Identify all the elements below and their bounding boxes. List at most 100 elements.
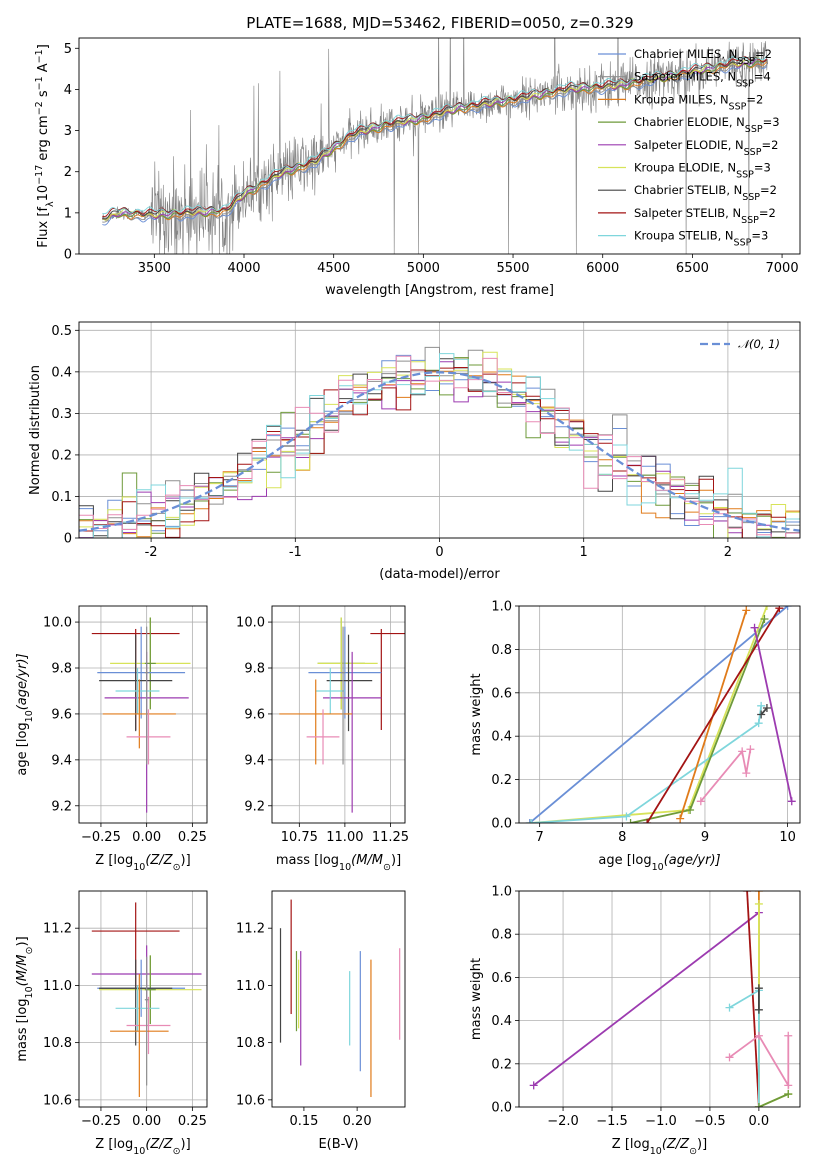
mass-weight-marker-salpeter_stelib	[775, 606, 784, 613]
model-spectrum-kroupa-stelib	[102, 55, 767, 215]
plot-area	[102, 38, 768, 254]
spectrum-panel: 3500 4000 4500 5000 5500 6000 6500 7000 0 1 2 3 4 5 Ch…	[34, 37, 801, 298]
mass-weight-marker-kroupa_elodie	[754, 899, 763, 908]
x-tick-label: 7	[536, 830, 544, 845]
model-spectrum-chabrier-stelib	[102, 57, 767, 220]
mass-weight-marker-chabrier_stelib	[754, 984, 763, 993]
y-tick-label: 2	[64, 165, 72, 180]
plot-area	[525, 606, 796, 823]
x-tick-label: 11.00	[326, 830, 363, 845]
y-tick-label: 10.8	[43, 1036, 72, 1051]
axes-frame	[78, 890, 208, 1108]
y-tick-label: 9.6	[244, 707, 265, 722]
x-tick-label: −0.5	[694, 1114, 726, 1129]
y-tick-label: 0.4	[51, 365, 72, 380]
observed-spectrum	[102, 38, 768, 254]
mass-weight-marker-chabrier_miles	[525, 819, 534, 823]
legend-entry: Kroupa STELIB, NSSP=3	[634, 229, 768, 249]
mass-weight-line-salpeter_elodie	[533, 911, 760, 1087]
mass-weight-line-kroupa_stelib	[531, 705, 763, 823]
y-tick-label: 9.8	[244, 662, 265, 677]
y-tick-label: 0.6	[491, 686, 512, 701]
x-tick-label: -2	[145, 545, 158, 560]
y-tick-label: 3	[64, 124, 72, 139]
age-vs-metallicity-panel: −0.25 0.00 0.25 9.2 9.4 9.6 9.8 10.0 Z [log10(Z/…	[15, 605, 208, 873]
plot-area	[91, 617, 191, 813]
x-tick-label: 11.25	[372, 830, 409, 845]
x-tick-label: 4000	[227, 261, 260, 276]
axes-frame	[271, 890, 406, 1108]
mass-weight-vs-age-panel: 7 8 9 10 0.0 0.2 0.4 0.6 0.8 1.0 age [log10(age/yr…	[469, 600, 801, 873]
y-tick-label: 9.8	[51, 662, 72, 677]
y-tick-label: 0.8	[491, 643, 512, 658]
y-tick-label: 0.8	[491, 928, 512, 943]
x-tick-label: −0.25	[81, 1114, 121, 1129]
legend-entry: Chabrier STELIB, NSSP=2	[634, 183, 777, 203]
y-tick-label: 9.2	[51, 799, 72, 814]
mass-weight-vs-metallicity-panel: −2.0 −1.5 −1.0 −0.5 0.0 0.0 0.2 0.4 0.6 0.8 1.0 Z […	[469, 885, 801, 1157]
mass-weight-marker-chabrier_stelib	[757, 710, 766, 719]
mass-weight-marker-chabrier_miles	[783, 606, 792, 610]
mass-weight-line-extra_pink	[728, 1034, 790, 1089]
y-tick-label: 10.6	[43, 1093, 72, 1108]
y-tick-label: 10.8	[236, 1036, 265, 1051]
x-tick-label: 0.15	[289, 1114, 318, 1129]
x-axis-label: Z [log10(Z/Z⊙)]	[95, 1137, 190, 1157]
plot-area	[91, 902, 202, 1097]
legend-entry: Chabrier MILES, NSSP=2	[634, 47, 772, 67]
x-tick-label: 1	[580, 545, 588, 560]
y-tick-label: 11.2	[43, 922, 72, 937]
y-axis-label: Normed distribution	[28, 365, 43, 495]
x-tick-label: 2	[724, 545, 732, 560]
x-tick-label: 0.20	[343, 1114, 372, 1129]
y-axis-label: Flux [fλ10−17 erg cm−2 s−1 A−1]	[34, 44, 56, 248]
mass-weight-marker-kroupa_stelib	[725, 1003, 734, 1012]
y-tick-label: 9.4	[244, 753, 265, 768]
mass-weight-marker-chabrier_stelib	[762, 703, 771, 712]
x-tick-label: 10.75	[281, 830, 318, 845]
plot-area	[279, 899, 401, 1097]
y-axis-label: mass weight	[469, 958, 484, 1040]
x-axis-label: (data-model)/error	[379, 567, 500, 582]
axes-frame	[78, 605, 208, 824]
axes-frame	[271, 605, 406, 824]
y-tick-label: 10.0	[236, 616, 265, 631]
residual-histogram-extra_pink	[79, 355, 800, 538]
y-tick-label: 0.3	[51, 407, 72, 422]
mass-weight-line-extra_pink	[700, 749, 752, 802]
x-tick-label: 0.25	[178, 1114, 207, 1129]
x-tick-label: 5500	[496, 261, 529, 276]
y-tick-label: 11.0	[236, 979, 265, 994]
mass-weight-marker-salpeter_elodie	[787, 797, 796, 806]
x-tick-label: −2.0	[547, 1114, 579, 1129]
mass-weight-marker-salpeter_stelib	[743, 891, 752, 895]
y-tick-label: 1.0	[491, 885, 512, 900]
plot-area	[529, 891, 793, 1107]
x-tick-label: 3500	[138, 261, 171, 276]
plot-area	[79, 346, 800, 538]
y-axis-label: mass weight	[469, 673, 484, 755]
y-tick-label: 10.6	[236, 1093, 265, 1108]
y-tick-label: 0	[64, 532, 72, 547]
mass-weight-marker-chabrier_elodie	[686, 805, 695, 814]
residual-histogram-panel: -2 -1 0 1 2 0 0.1 0.2 0.3 0.4 0.5 𝒩(0, 1) (data-mode…	[28, 321, 801, 582]
mass-weight-marker-extra_pink	[742, 769, 751, 778]
y-tick-label: 0.0	[491, 817, 512, 832]
axes-frame	[78, 37, 801, 255]
x-tick-label: 0.0	[749, 1114, 770, 1129]
mass-weight-marker-salpeter_elodie	[750, 623, 759, 632]
x-tick-label: 4500	[317, 261, 350, 276]
y-tick-label: 0.0	[491, 1101, 512, 1116]
mass-weight-marker-chabrier_elodie	[626, 819, 635, 823]
x-tick-label: 10	[779, 830, 796, 845]
x-tick-label: −0.25	[81, 830, 121, 845]
mass-weight-line-kroupa_stelib	[729, 988, 760, 1107]
y-axis-label: age [log10(age/yr)]	[15, 653, 35, 775]
mass-weight-line-chabrier_elodie	[758, 1093, 789, 1107]
y-axis-label: mass [log10(M/M⊙)]	[15, 936, 35, 1061]
y-tick-label: 9.6	[51, 707, 72, 722]
y-tick-label: 11.0	[43, 979, 72, 994]
legend-entry: Salpeter STELIB, NSSP=2	[634, 206, 776, 226]
mass-weight-marker-extra_pink	[696, 797, 705, 806]
